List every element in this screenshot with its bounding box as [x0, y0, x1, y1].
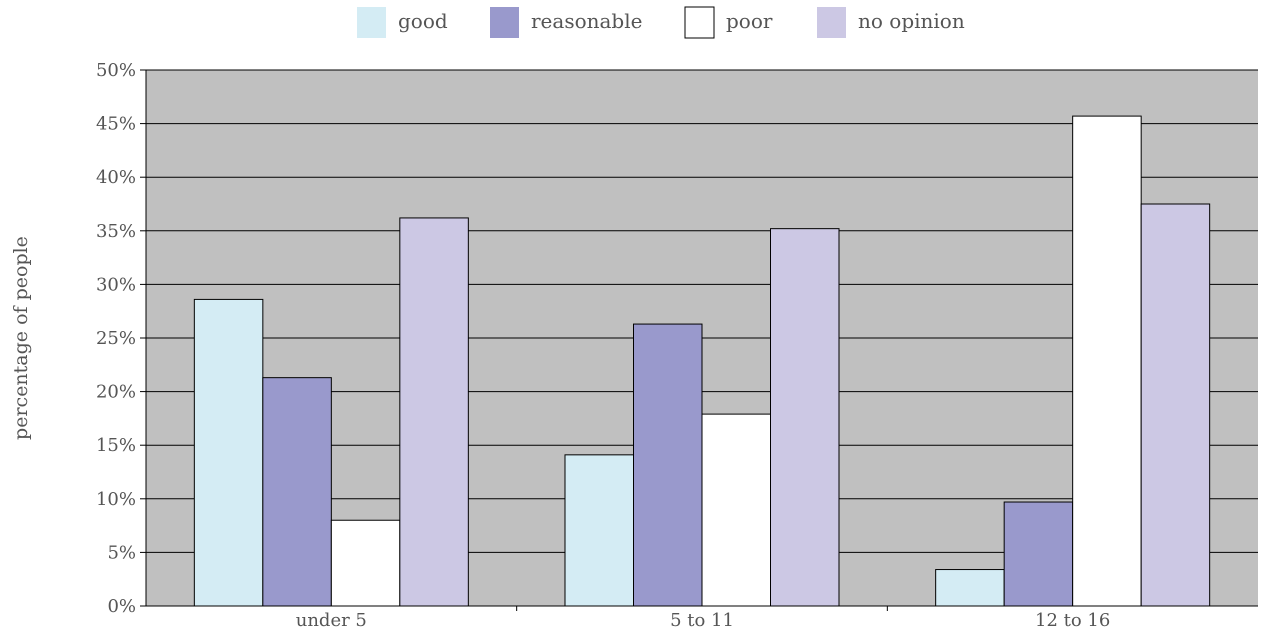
- y-tick-label: 20%: [96, 382, 136, 403]
- bar-good-under-5: [193, 298, 264, 607]
- legend-label-reasonable: reasonable: [531, 9, 642, 33]
- y-tick-label: 10%: [96, 489, 136, 510]
- legend-label-good: good: [398, 9, 448, 33]
- legend-label-poor: poor: [726, 9, 773, 33]
- bar-no-opinion-5-to-11: [770, 228, 840, 607]
- bar-good-5-to-11: [564, 454, 634, 607]
- y-tick-label: 45%: [96, 114, 136, 135]
- legend-swatch-poor: [684, 6, 715, 39]
- bar-reasonable-under-5: [262, 377, 332, 607]
- x-tick-labels: under 5 5 to 11 12 to 16: [296, 606, 1110, 631]
- bar-poor-12-to-16: [1072, 115, 1142, 607]
- bar-poor-under-5: [330, 519, 401, 607]
- y-tick-label: 35%: [96, 221, 136, 242]
- y-tick-label: 15%: [96, 435, 136, 456]
- y-tick-label: 50%: [96, 60, 136, 81]
- y-tick-label: 5%: [107, 542, 136, 563]
- y-tick-label: 40%: [96, 167, 136, 188]
- bar-reasonable-12-to-16: [1003, 501, 1074, 607]
- bar-poor-5-to-11: [701, 413, 771, 607]
- x-tick-label: 5 to 11: [670, 610, 734, 631]
- y-axis-label: percentage of people: [10, 236, 32, 440]
- bar-no-opinion-under-5: [399, 217, 469, 607]
- bar-no-opinion-12-to-16: [1140, 203, 1211, 607]
- legend-swatch-reasonable: [490, 7, 519, 38]
- x-tick-label: under 5: [296, 610, 367, 631]
- legend-swatch-good: [357, 7, 386, 38]
- y-tick-label: 30%: [96, 274, 136, 295]
- y-tick-labels: 0% 5% 10% 15% 20% 25% 30% 35% 40% 45% 50%: [96, 60, 146, 617]
- legend: good reasonable poor no opinion: [357, 6, 965, 39]
- legend-label-no-opinion: no opinion: [858, 9, 965, 33]
- bar-reasonable-5-to-11: [633, 323, 703, 607]
- legend-swatch-no-opinion: [817, 7, 846, 38]
- bar-good-12-to-16: [935, 569, 1005, 607]
- bars: [193, 115, 1211, 607]
- y-tick-label: 0%: [107, 596, 136, 617]
- x-tick-label: 12 to 16: [1035, 610, 1110, 631]
- y-tick-label: 25%: [96, 328, 136, 349]
